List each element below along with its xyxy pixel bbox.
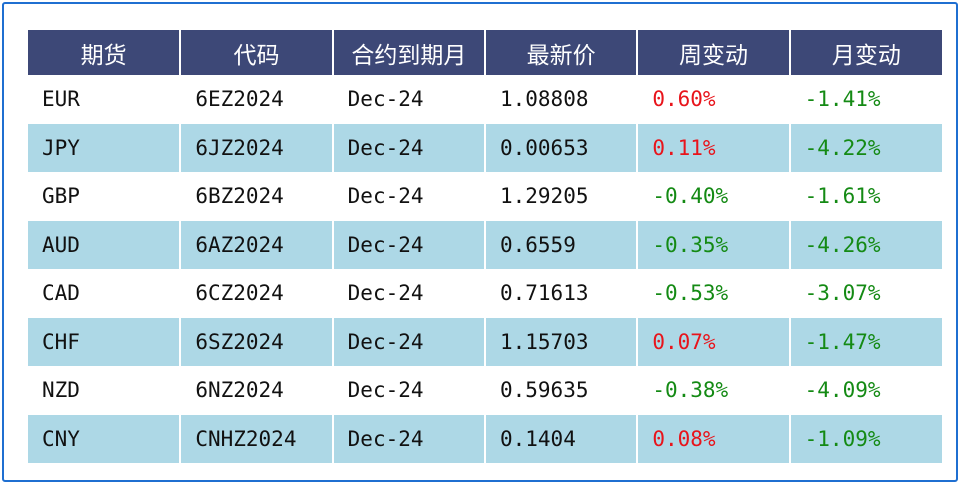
cell-monthly-change: -4.09%: [788, 366, 942, 415]
cell-expiry: Dec-24: [331, 414, 485, 463]
cell-code: 6NZ2024: [179, 366, 333, 415]
cell-weekly-change: 0.60%: [636, 75, 790, 124]
cell-code: 6JZ2024: [179, 123, 333, 172]
cell-monthly-change: -1.61%: [788, 172, 942, 221]
table-header: 期货 代码 合约到期月 最新价 周变动 月变动: [28, 30, 942, 75]
cell-expiry: Dec-24: [331, 75, 485, 124]
cell-code: 6SZ2024: [179, 317, 333, 366]
table-row: AUD 6AZ2024 Dec-24 0.6559 -0.35% -4.26%: [28, 220, 942, 269]
cell-last-price: 0.71613: [483, 269, 638, 318]
cell-monthly-change: -1.41%: [788, 75, 942, 124]
cell-currency: CHF: [28, 317, 181, 366]
cell-monthly-change: -4.26%: [788, 220, 942, 269]
table-row: CNY CNHZ2024 Dec-24 0.1404 0.08% -1.09%: [28, 414, 942, 463]
cell-last-price: 0.00653: [483, 123, 638, 172]
cell-weekly-change: 0.07%: [636, 317, 790, 366]
header-monthly-change: 月变动: [788, 30, 942, 75]
header-expiry-month: 合约到期月: [331, 30, 485, 75]
cell-currency: GBP: [28, 172, 181, 221]
cell-monthly-change: -3.07%: [788, 269, 942, 318]
cell-last-price: 1.15703: [483, 317, 638, 366]
header-weekly-change: 周变动: [636, 30, 790, 75]
header-last-price: 最新价: [483, 30, 638, 75]
cell-code: 6EZ2024: [179, 75, 333, 124]
cell-expiry: Dec-24: [331, 172, 485, 221]
table-row: CHF 6SZ2024 Dec-24 1.15703 0.07% -1.47%: [28, 317, 942, 366]
cell-currency: AUD: [28, 220, 181, 269]
cell-expiry: Dec-24: [331, 220, 485, 269]
cell-monthly-change: -1.09%: [788, 414, 942, 463]
cell-currency: NZD: [28, 366, 181, 415]
futures-table: 期货 代码 合约到期月 最新价 周变动 月变动 EUR 6EZ2024 Dec-…: [28, 30, 942, 463]
cell-monthly-change: -4.22%: [788, 123, 942, 172]
header-futures: 期货: [28, 30, 181, 75]
cell-expiry: Dec-24: [331, 269, 485, 318]
cell-expiry: Dec-24: [331, 317, 485, 366]
table-row: JPY 6JZ2024 Dec-24 0.00653 0.11% -4.22%: [28, 123, 942, 172]
cell-last-price: 0.6559: [483, 220, 638, 269]
cell-currency: EUR: [28, 75, 181, 124]
cell-last-price: 1.29205: [483, 172, 638, 221]
cell-last-price: 0.59635: [483, 366, 638, 415]
cell-currency: JPY: [28, 123, 181, 172]
cell-weekly-change: 0.08%: [636, 414, 790, 463]
cell-code: CNHZ2024: [179, 414, 333, 463]
cell-weekly-change: -0.35%: [636, 220, 790, 269]
cell-weekly-change: -0.38%: [636, 366, 790, 415]
cell-weekly-change: 0.11%: [636, 123, 790, 172]
table-row: NZD 6NZ2024 Dec-24 0.59635 -0.38% -4.09%: [28, 366, 942, 415]
cell-code: 6BZ2024: [179, 172, 333, 221]
cell-currency: CNY: [28, 414, 181, 463]
table-row: CAD 6CZ2024 Dec-24 0.71613 -0.53% -3.07%: [28, 269, 942, 318]
cell-weekly-change: -0.53%: [636, 269, 790, 318]
table-row: GBP 6BZ2024 Dec-24 1.29205 -0.40% -1.61%: [28, 172, 942, 221]
cell-expiry: Dec-24: [331, 366, 485, 415]
cell-last-price: 0.1404: [483, 414, 638, 463]
cell-last-price: 1.08808: [483, 75, 638, 124]
header-row: 期货 代码 合约到期月 最新价 周变动 月变动: [28, 30, 942, 75]
cell-currency: CAD: [28, 269, 181, 318]
cell-code: 6AZ2024: [179, 220, 333, 269]
cell-code: 6CZ2024: [179, 269, 333, 318]
cell-expiry: Dec-24: [331, 123, 485, 172]
header-code: 代码: [179, 30, 333, 75]
cell-weekly-change: -0.40%: [636, 172, 790, 221]
cell-monthly-change: -1.47%: [788, 317, 942, 366]
table-row: EUR 6EZ2024 Dec-24 1.08808 0.60% -1.41%: [28, 75, 942, 124]
table-body: EUR 6EZ2024 Dec-24 1.08808 0.60% -1.41% …: [28, 75, 942, 463]
